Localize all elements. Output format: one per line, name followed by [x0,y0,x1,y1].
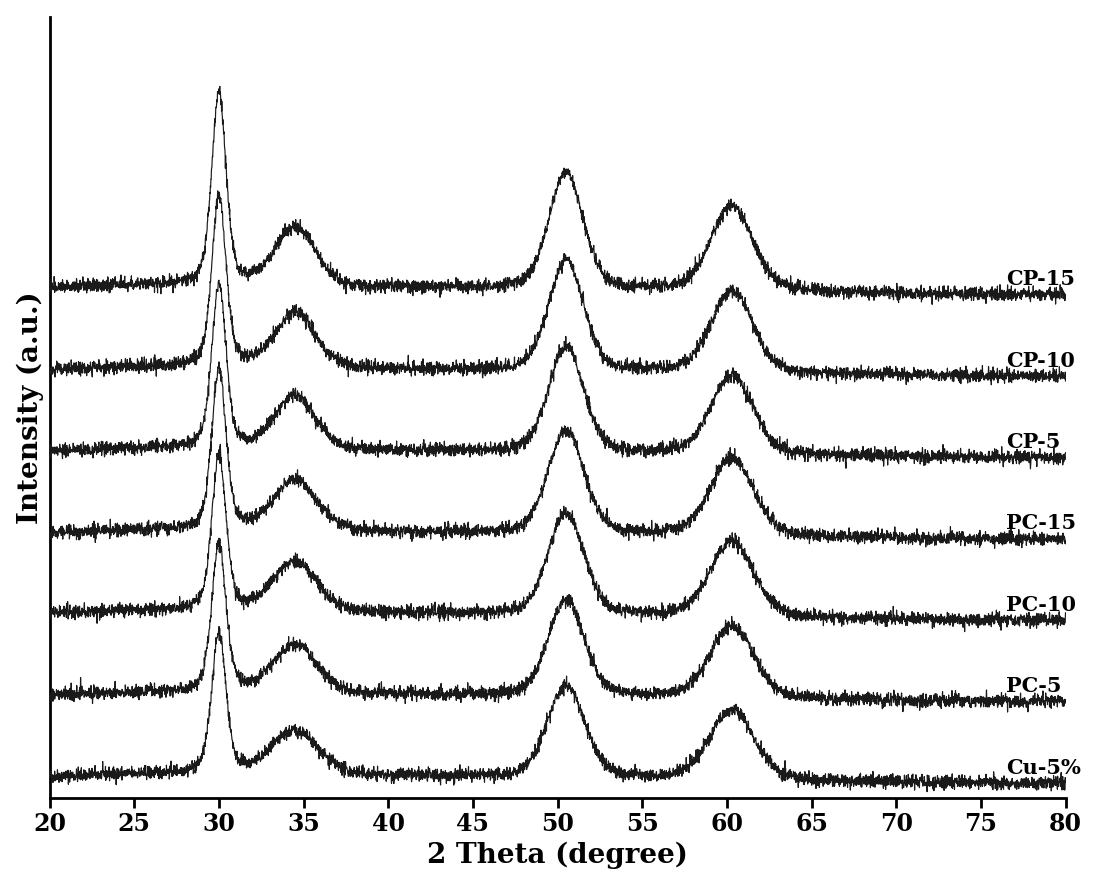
Text: PC-15: PC-15 [1006,514,1076,533]
Text: PC-5: PC-5 [1006,676,1062,696]
Text: PC-10: PC-10 [1006,595,1076,615]
Y-axis label: Intensity (a.u.): Intensity (a.u.) [17,291,44,524]
Text: CP-10: CP-10 [1006,351,1075,370]
X-axis label: 2 Theta (degree): 2 Theta (degree) [427,842,687,869]
Text: Cu-5%: Cu-5% [1006,758,1082,778]
Text: CP-5: CP-5 [1006,432,1061,452]
Text: CP-15: CP-15 [1006,269,1075,289]
